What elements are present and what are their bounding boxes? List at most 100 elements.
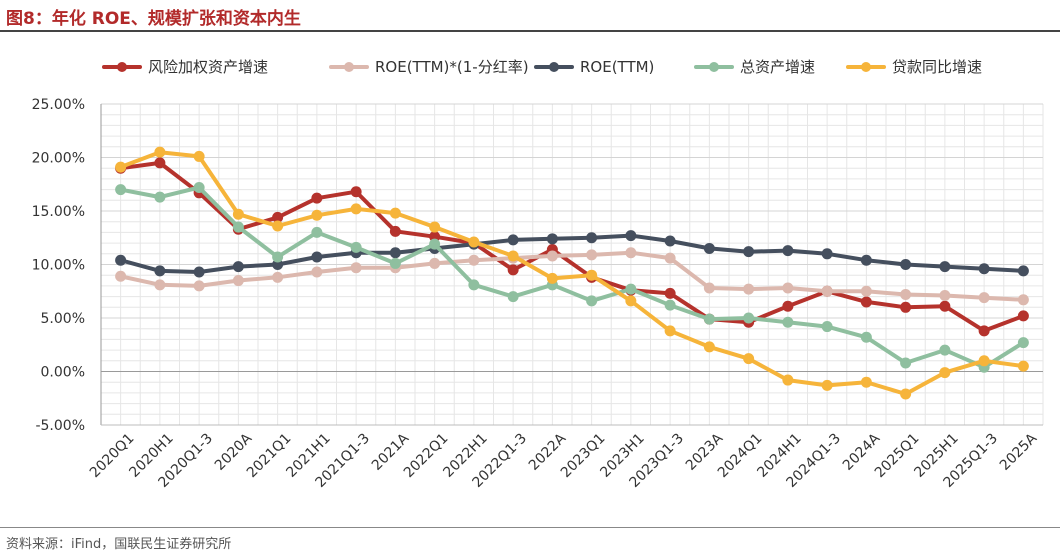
- data-point: [743, 353, 755, 365]
- data-point: [586, 269, 598, 281]
- data-point: [429, 257, 441, 269]
- data-point: [311, 251, 323, 263]
- data-point: [389, 257, 401, 269]
- legend-item-1: 风险加权资产增速: [102, 58, 268, 76]
- data-point: [468, 254, 480, 266]
- legend-swatch-marker: [344, 62, 354, 72]
- data-point: [154, 265, 166, 277]
- legend-label: ROE(TTM)*(1-分红率): [375, 58, 529, 76]
- data-point: [586, 295, 598, 307]
- legend-item-4: 总资产增速: [694, 58, 815, 76]
- data-point: [429, 221, 441, 233]
- data-point: [782, 245, 794, 257]
- data-point: [507, 234, 519, 246]
- data-point: [1017, 360, 1029, 372]
- data-point: [154, 146, 166, 158]
- data-point: [782, 316, 794, 328]
- data-point: [468, 236, 480, 248]
- data-point: [311, 209, 323, 221]
- data-point: [350, 203, 362, 215]
- legend-swatch-marker: [861, 62, 871, 72]
- data-point: [311, 192, 323, 204]
- data-point: [350, 241, 362, 253]
- data-point: [978, 292, 990, 304]
- data-point: [154, 191, 166, 203]
- y-tick-label: 5.00%: [41, 311, 85, 327]
- data-point: [821, 248, 833, 260]
- data-point: [664, 299, 676, 311]
- data-point: [860, 254, 872, 266]
- data-point: [939, 290, 951, 302]
- data-point: [232, 275, 244, 287]
- data-point: [193, 280, 205, 292]
- data-point: [664, 252, 676, 264]
- series-5: [115, 146, 1029, 400]
- data-point: [586, 249, 598, 261]
- legend-item-3: ROE(TTM): [534, 58, 654, 76]
- series-line: [118, 233, 1026, 274]
- data-point: [743, 283, 755, 295]
- data-point: [703, 242, 715, 254]
- data-point: [978, 325, 990, 337]
- legend-item-5: 贷款同比增速: [846, 58, 982, 76]
- data-point: [860, 331, 872, 343]
- x-tick-label: 2025A: [997, 430, 1041, 474]
- data-point: [389, 207, 401, 219]
- data-point: [703, 282, 715, 294]
- legend-label: 贷款同比增速: [892, 58, 982, 76]
- data-point: [546, 272, 558, 284]
- data-point: [1017, 265, 1029, 277]
- data-point: [939, 367, 951, 379]
- data-point: [978, 263, 990, 275]
- series-line: [118, 185, 1026, 370]
- data-point: [860, 296, 872, 308]
- data-point: [821, 285, 833, 297]
- data-point: [232, 221, 244, 233]
- data-point: [664, 325, 676, 337]
- data-point: [272, 251, 284, 263]
- legend-label: ROE(TTM): [580, 58, 654, 76]
- data-point: [272, 211, 284, 223]
- data-point: [625, 283, 637, 295]
- data-point: [115, 184, 127, 196]
- legend-label: 总资产增速: [740, 58, 815, 76]
- data-point: [978, 355, 990, 367]
- data-point: [743, 246, 755, 258]
- data-point: [232, 261, 244, 273]
- footer-divider: [0, 527, 1060, 528]
- data-point: [821, 379, 833, 391]
- data-point: [507, 291, 519, 303]
- data-point: [1017, 337, 1029, 349]
- data-point: [821, 321, 833, 333]
- data-point: [350, 262, 362, 274]
- chart-title: 图8：年化 ROE、规模扩张和资本内生: [6, 9, 301, 29]
- data-point: [939, 300, 951, 312]
- data-point: [860, 285, 872, 297]
- data-point: [272, 271, 284, 283]
- data-point: [939, 344, 951, 356]
- y-tick-label: -5.00%: [35, 418, 85, 434]
- data-point: [232, 208, 244, 220]
- data-point: [900, 388, 912, 400]
- data-point: [900, 288, 912, 300]
- source-note: 资料来源：iFind，国联民生证券研究所: [6, 537, 232, 552]
- data-point: [389, 247, 401, 259]
- y-tick-label: 20.00%: [32, 151, 85, 167]
- data-point: [115, 161, 127, 173]
- data-point: [1017, 294, 1029, 306]
- data-point: [664, 235, 676, 247]
- data-point: [468, 279, 480, 291]
- data-point: [389, 225, 401, 237]
- data-point: [703, 313, 715, 325]
- data-point: [860, 376, 872, 388]
- title-divider: [0, 30, 1060, 32]
- data-point: [939, 261, 951, 273]
- series-line: [118, 160, 1026, 333]
- legend-item-2: ROE(TTM)*(1-分红率): [329, 58, 529, 76]
- legend-swatch-marker: [709, 62, 719, 72]
- y-tick-label: 25.00%: [32, 97, 85, 113]
- data-point: [743, 312, 755, 324]
- data-point: [311, 226, 323, 238]
- y-tick-label: 15.00%: [32, 204, 85, 220]
- legend-swatch-marker: [549, 62, 559, 72]
